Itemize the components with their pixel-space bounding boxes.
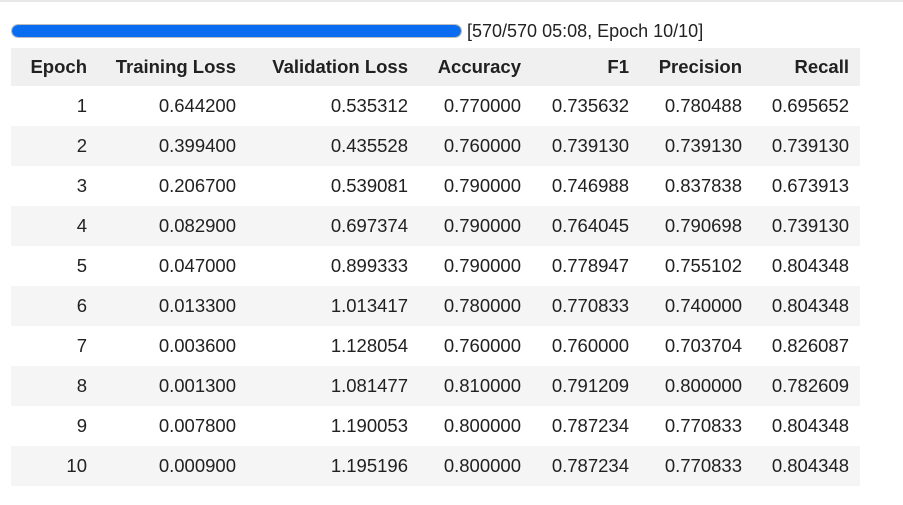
cell-precision: 0.770833 [640, 446, 753, 486]
cell-f1: 0.787234 [532, 446, 640, 486]
cell-accuracy: 0.790000 [419, 246, 532, 286]
cell-epoch: 3 [11, 166, 98, 206]
cell-recall: 0.804348 [753, 286, 860, 326]
cell-validation-loss: 0.535312 [247, 86, 419, 126]
cell-precision: 0.800000 [640, 366, 753, 406]
cell-precision: 0.790698 [640, 206, 753, 246]
cell-f1: 0.735632 [532, 86, 640, 126]
cell-training-loss: 0.013300 [98, 286, 247, 326]
cell-accuracy: 0.760000 [419, 126, 532, 166]
column-header-epoch: Epoch [11, 48, 98, 86]
cell-training-loss: 0.399400 [98, 126, 247, 166]
cell-validation-loss: 1.128054 [247, 326, 419, 366]
cell-recall: 0.804348 [753, 406, 860, 446]
cell-f1: 0.770833 [532, 286, 640, 326]
cell-precision: 0.740000 [640, 286, 753, 326]
cell-validation-loss: 0.899333 [247, 246, 419, 286]
cell-precision: 0.755102 [640, 246, 753, 286]
training-progress: [570/570 05:08, Epoch 10/10] [11, 15, 703, 47]
column-header-training-loss: Training Loss [98, 48, 247, 86]
cell-f1: 0.778947 [532, 246, 640, 286]
cell-accuracy: 0.790000 [419, 166, 532, 206]
progress-status-text: [570/570 05:08, Epoch 10/10] [467, 20, 704, 41]
cell-precision: 0.770833 [640, 406, 753, 446]
column-header-f1: F1 [532, 48, 640, 86]
cell-epoch: 9 [11, 406, 98, 446]
table-header-row: Epoch Training Loss Validation Loss Accu… [11, 48, 860, 86]
table-row: 8 0.001300 1.081477 0.810000 0.791209 0.80000… [11, 366, 860, 406]
cell-epoch: 7 [11, 326, 98, 366]
cell-training-loss: 0.000900 [98, 446, 247, 486]
cell-epoch: 1 [11, 86, 98, 126]
cell-accuracy: 0.780000 [419, 286, 532, 326]
table-row: 3 0.206700 0.539081 0.790000 0.746988 0.83783… [11, 166, 860, 206]
cell-validation-loss: 0.435528 [247, 126, 419, 166]
cell-epoch: 4 [11, 206, 98, 246]
progress-bar [11, 24, 462, 38]
cell-validation-loss: 1.195196 [247, 446, 419, 486]
cell-training-loss: 0.003600 [98, 326, 247, 366]
table-row: 7 0.003600 1.128054 0.760000 0.760000 0.70370… [11, 326, 860, 366]
cell-recall: 0.695652 [753, 86, 860, 126]
training-metrics-table: Epoch Training Loss Validation Loss Accu… [11, 48, 860, 486]
cell-recall: 0.804348 [753, 446, 860, 486]
cell-epoch: 8 [11, 366, 98, 406]
cell-training-loss: 0.206700 [98, 166, 247, 206]
cell-f1: 0.739130 [532, 126, 640, 166]
column-header-validation-loss: Validation Loss [247, 48, 419, 86]
cell-f1: 0.787234 [532, 406, 640, 446]
column-header-precision: Precision [640, 48, 753, 86]
cell-recall: 0.673913 [753, 166, 860, 206]
cell-recall: 0.739130 [753, 126, 860, 166]
column-header-accuracy: Accuracy [419, 48, 532, 86]
cell-recall: 0.782609 [753, 366, 860, 406]
cell-recall: 0.739130 [753, 206, 860, 246]
cell-recall: 0.804348 [753, 246, 860, 286]
table-row: 6 0.013300 1.013417 0.780000 0.770833 0.74000… [11, 286, 860, 326]
progress-bar-fill [12, 25, 461, 37]
cell-training-loss: 0.082900 [98, 206, 247, 246]
cell-f1: 0.760000 [532, 326, 640, 366]
cell-validation-loss: 0.697374 [247, 206, 419, 246]
table-row: 9 0.007800 1.190053 0.800000 0.787234 0.77083… [11, 406, 860, 446]
table-body: 1 0.644200 0.535312 0.770000 0.735632 0.78048… [11, 86, 860, 486]
column-header-recall: Recall [753, 48, 860, 86]
cell-f1: 0.791209 [532, 366, 640, 406]
cell-training-loss: 0.047000 [98, 246, 247, 286]
cell-validation-loss: 1.013417 [247, 286, 419, 326]
table-row: 2 0.399400 0.435528 0.760000 0.739130 0.73913… [11, 126, 860, 166]
table-row: 10 0.000900 1.195196 0.800000 0.787234 0.7708… [11, 446, 860, 486]
cell-accuracy: 0.760000 [419, 326, 532, 366]
table-row: 1 0.644200 0.535312 0.770000 0.735632 0.78048… [11, 86, 860, 126]
cell-precision: 0.780488 [640, 86, 753, 126]
cell-precision: 0.703704 [640, 326, 753, 366]
cell-recall: 0.826087 [753, 326, 860, 366]
cell-epoch: 10 [11, 446, 98, 486]
cell-epoch: 2 [11, 126, 98, 166]
cell-accuracy: 0.770000 [419, 86, 532, 126]
cell-validation-loss: 1.190053 [247, 406, 419, 446]
cell-precision: 0.739130 [640, 126, 753, 166]
cell-epoch: 5 [11, 246, 98, 286]
cell-accuracy: 0.800000 [419, 406, 532, 446]
cell-training-loss: 0.007800 [98, 406, 247, 446]
cell-training-loss: 0.001300 [98, 366, 247, 406]
cell-validation-loss: 1.081477 [247, 366, 419, 406]
table-row: 5 0.047000 0.899333 0.790000 0.778947 0.75510… [11, 246, 860, 286]
table-row: 4 0.082900 0.697374 0.790000 0.764045 0.79069… [11, 206, 860, 246]
cell-accuracy: 0.790000 [419, 206, 532, 246]
cell-epoch: 6 [11, 286, 98, 326]
cell-accuracy: 0.800000 [419, 446, 532, 486]
cell-validation-loss: 0.539081 [247, 166, 419, 206]
cell-training-loss: 0.644200 [98, 86, 247, 126]
cell-f1: 0.746988 [532, 166, 640, 206]
cell-accuracy: 0.810000 [419, 366, 532, 406]
cell-f1: 0.764045 [532, 206, 640, 246]
cell-precision: 0.837838 [640, 166, 753, 206]
cell-top-border [0, 0, 903, 2]
